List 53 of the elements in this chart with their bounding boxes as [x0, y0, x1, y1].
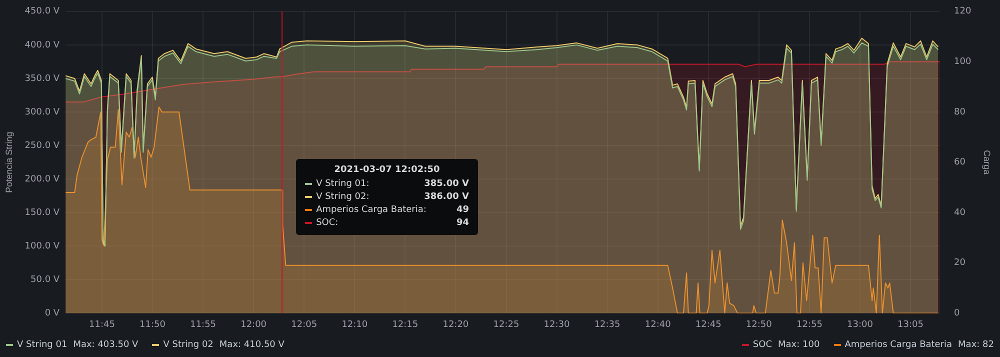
- x-tick-label: 12:00: [240, 320, 267, 330]
- x-tick-label: 12:20: [442, 320, 469, 330]
- y-tick-label: 0 V: [44, 308, 60, 319]
- annotation: V String 01:: [315, 178, 370, 192]
- y2-tick-label: 20: [954, 258, 966, 268]
- y-tick-label: 350.0 V: [24, 74, 60, 84]
- x-tick-label: 13:05: [898, 320, 924, 330]
- text: Max: 100: [778, 340, 820, 350]
- x-tick-label: 12:40: [644, 320, 672, 330]
- y2-tick-label: 60: [954, 158, 966, 168]
- legend-label: SOC: [752, 340, 772, 350]
- y-tick-label: 100.0 V: [24, 241, 60, 252]
- x-tick-label: 11:50: [140, 320, 166, 330]
- y-tick-label: 450.0 V: [24, 6, 60, 17]
- x-tick-label: 12:45: [695, 320, 722, 330]
- annotation: 94: [456, 217, 469, 230]
- x-tick-label: 12:50: [746, 320, 772, 330]
- annotation: 386.00 V: [424, 191, 469, 204]
- annotation: V String 02:: [315, 191, 370, 204]
- annotation: SOC:: [315, 217, 338, 230]
- x-tick-label: 12:30: [544, 320, 570, 330]
- legend-label: V String 01: [17, 340, 68, 350]
- x-tick-label: 13:00: [847, 320, 874, 330]
- y2-tick-label: 80: [954, 107, 966, 118]
- legend-label: Amperios Carga Bateria: [844, 340, 952, 350]
- x-tick-label: 12:10: [342, 320, 368, 330]
- y2-tick-label: 120: [954, 6, 972, 17]
- annotation: Amperios Carga Bateria:: [315, 204, 426, 218]
- y-tick-label: 50.0 V: [30, 275, 60, 286]
- text: Max: 403.50 V: [73, 340, 138, 350]
- annotation: 385.00 V: [424, 178, 469, 192]
- y2-tick-label: 100: [954, 57, 972, 68]
- text: Max: 82: [958, 340, 994, 350]
- y2-tick-label: 0: [954, 308, 960, 319]
- y-tick-label: 400.0 V: [24, 40, 60, 50]
- legend-label: V String 02: [163, 340, 214, 350]
- y-axis-title: Potencia String: [4, 132, 14, 193]
- text: Max: 410.50 V: [219, 340, 284, 350]
- x-tick-label: 12:25: [493, 320, 520, 330]
- annotation: 49: [456, 204, 469, 218]
- y-tick-label: 150.0 V: [24, 208, 60, 218]
- y-tick-label: 200.0 V: [24, 174, 60, 184]
- y-tick-label: 300.0 V: [24, 107, 60, 118]
- y2-tick-label: 40: [954, 208, 966, 218]
- y-tick-label: 250.0 V: [24, 140, 60, 151]
- x-tick-label: 12:15: [392, 320, 418, 330]
- x-tick-label: 12:05: [291, 320, 318, 330]
- annotation: 2021-03-07 12:02:50: [333, 164, 441, 178]
- x-tick-label: 11:55: [190, 320, 216, 330]
- x-tick-label: 12:55: [796, 320, 822, 330]
- x-tick-label: 12:35: [594, 320, 620, 330]
- x-tick-label: 11:45: [89, 320, 115, 330]
- y2-axis-title: Carga: [982, 150, 992, 175]
